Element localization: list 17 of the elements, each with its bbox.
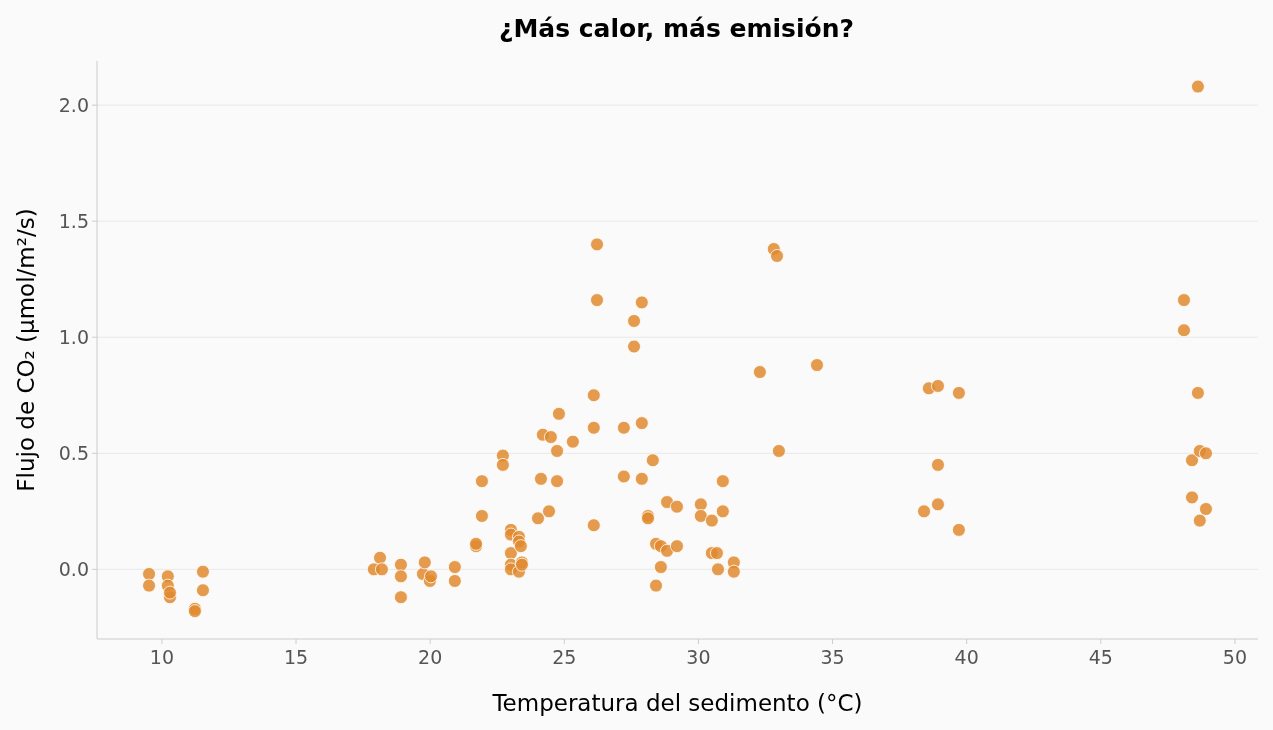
y-tick-label: 0.0 bbox=[58, 558, 89, 581]
x-tick-label: 25 bbox=[552, 646, 577, 668]
x-tick-label: 40 bbox=[954, 646, 979, 668]
x-tick-label: 20 bbox=[418, 646, 443, 668]
y-tick-label: 1.5 bbox=[58, 209, 89, 232]
y-tick-label: 0.5 bbox=[58, 441, 89, 464]
x-tick-label: 30 bbox=[686, 646, 711, 668]
chart-title: ¿Más calor, más emisión? bbox=[498, 14, 855, 43]
y-axis-title: Flujo de CO₂ (µmol/m²/s) bbox=[13, 208, 39, 492]
x-tick-label: 15 bbox=[283, 646, 309, 668]
x-tick-label: 35 bbox=[820, 646, 845, 668]
x-axis-title: Temperatura del sedimento (°C) bbox=[491, 690, 863, 716]
y-tick-label: 2.0 bbox=[58, 93, 89, 116]
x-tick-label: 45 bbox=[1088, 646, 1113, 668]
x-tick-label: 50 bbox=[1222, 646, 1248, 668]
x-tick-label: 10 bbox=[149, 646, 175, 668]
y-tick-label: 1.0 bbox=[58, 325, 89, 348]
